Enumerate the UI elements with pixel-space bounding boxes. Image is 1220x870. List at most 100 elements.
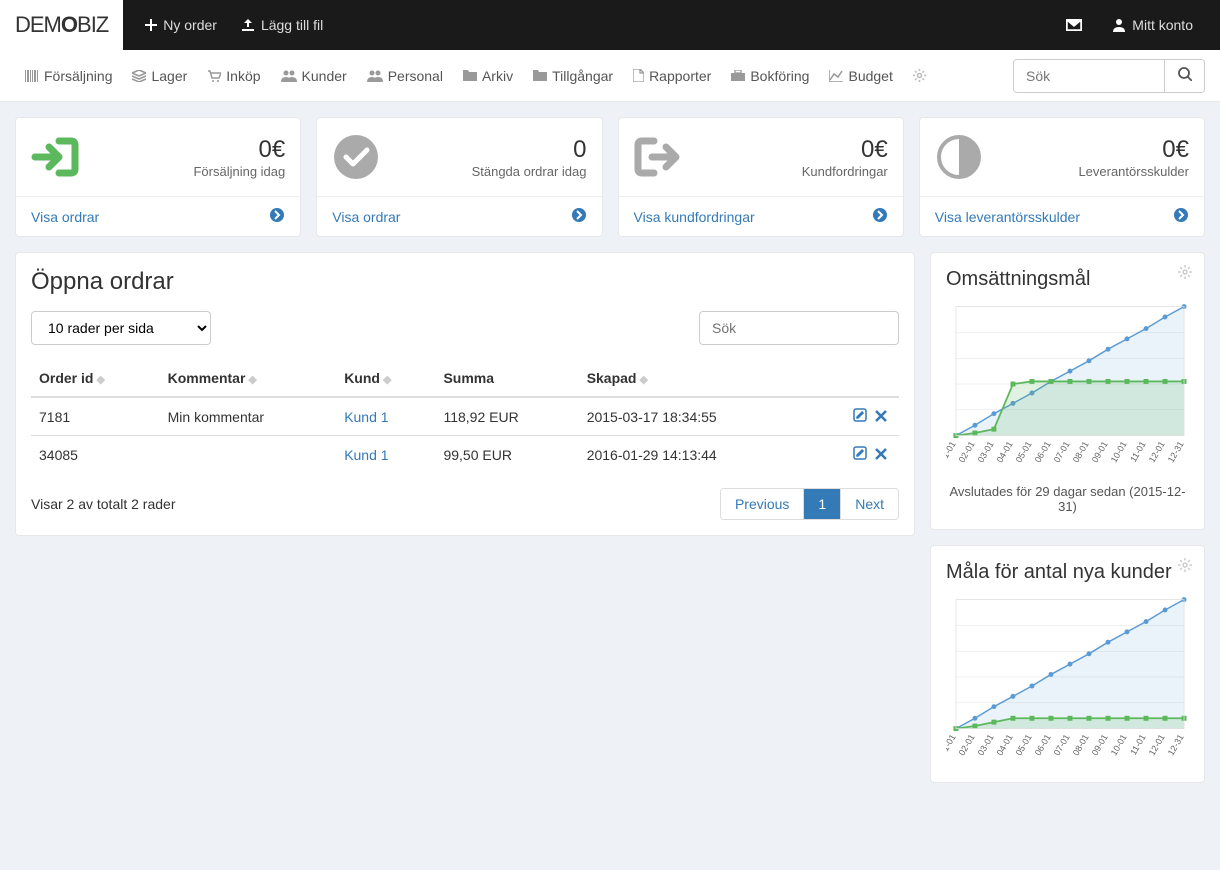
mail-icon-button[interactable] <box>1054 0 1100 50</box>
customer-link[interactable]: Kund 1 <box>344 447 388 463</box>
stat-value: 0€ <box>79 136 285 164</box>
chart1-title: Omsättningsmål <box>946 268 1189 291</box>
navbar: Försäljning Lager Inköp Kunder Personal … <box>0 50 1220 102</box>
user-icon <box>1112 18 1126 32</box>
delete-button[interactable] <box>875 409 887 425</box>
rows-per-page-select[interactable]: 10 rader per sida <box>31 311 211 345</box>
orders-footer-text: Visar 2 av totalt 2 rader <box>31 496 175 512</box>
pagination-next[interactable]: Next <box>840 489 898 519</box>
nav-search <box>1013 59 1205 93</box>
svg-text:09-01: 09-01 <box>1090 439 1110 464</box>
search-icon <box>1178 67 1192 81</box>
nav-inkop[interactable]: Inköp <box>197 50 270 102</box>
arrow-right-icon[interactable] <box>1173 207 1189 226</box>
svg-text:04-01: 04-01 <box>995 732 1015 757</box>
svg-text:01-01: 01-01 <box>946 732 958 757</box>
edit-button[interactable] <box>853 409 867 425</box>
sort-icon: ◆ <box>248 374 256 386</box>
envelope-icon <box>1066 19 1082 31</box>
edit-button[interactable] <box>853 447 867 463</box>
nav-kunder[interactable]: Kunder <box>271 50 357 102</box>
panel-settings-button[interactable] <box>1178 558 1192 575</box>
cell-order-id: 34085 <box>31 436 160 474</box>
svg-text:02-01: 02-01 <box>957 732 977 757</box>
svg-text:08-01: 08-01 <box>1071 439 1091 464</box>
stat-label: Kundfordringar <box>682 164 888 179</box>
nav-search-button[interactable] <box>1164 60 1204 92</box>
table-header[interactable]: Kommentar◆ <box>160 360 337 397</box>
arrow-right-icon[interactable] <box>269 207 285 226</box>
nav-rapporter[interactable]: Rapporter <box>623 50 721 102</box>
new-order-button[interactable]: Ny order <box>133 0 229 50</box>
svg-text:02-01: 02-01 <box>957 439 977 464</box>
table-header[interactable]: Order id◆ <box>31 360 160 397</box>
half-icon <box>935 133 983 181</box>
nav-settings[interactable] <box>903 50 941 102</box>
customers-chart: 01-0102-0103-0104-0105-0106-0107-0108-01… <box>946 594 1189 764</box>
orders-search-input[interactable] <box>699 311 899 345</box>
nav-arkiv[interactable]: Arkiv <box>453 50 523 102</box>
login-icon <box>31 133 79 181</box>
panel-settings-button[interactable] <box>1178 265 1192 282</box>
arrow-right-icon[interactable] <box>571 207 587 226</box>
cart-icon <box>207 70 221 82</box>
gear-icon <box>1178 265 1192 279</box>
out-icon <box>634 133 682 181</box>
svg-text:04-01: 04-01 <box>995 439 1015 464</box>
new-customers-goal-panel: Måla för antal nya kunder 01-0102-0103-0… <box>930 545 1205 783</box>
table-header[interactable]: Summa <box>435 360 578 397</box>
table-row: 34085Kund 199,50 EUR2016-01-29 14:13:44 <box>31 436 899 474</box>
stat-link[interactable]: Visa ordrar <box>31 209 99 225</box>
svg-text:11-01: 11-01 <box>1128 439 1148 463</box>
nav-search-input[interactable] <box>1014 60 1164 92</box>
plus-icon <box>145 19 157 31</box>
cell-comment: Min kommentar <box>160 397 337 436</box>
stat-cards-row: 0€Försäljning idagVisa ordrar0Stängda or… <box>15 117 1205 237</box>
nav-tillgangar[interactable]: Tillgångar <box>523 50 623 102</box>
svg-text:10-01: 10-01 <box>1109 732 1129 757</box>
stat-link[interactable]: Visa ordrar <box>332 209 400 225</box>
turnover-chart: 01-0102-0103-0104-0105-0106-0107-0108-01… <box>946 301 1189 471</box>
svg-text:05-01: 05-01 <box>1014 439 1034 464</box>
stat-label: Försäljning idag <box>79 164 285 179</box>
layers-icon <box>132 70 146 82</box>
svg-text:10-01: 10-01 <box>1109 439 1129 464</box>
chart-icon <box>829 70 843 82</box>
turnover-goal-panel: Omsättningsmål 01-0102-0103-0104-0105-01… <box>930 252 1205 530</box>
svg-text:11-01: 11-01 <box>1128 732 1148 756</box>
open-orders-title: Öppna ordrar <box>31 268 899 296</box>
sort-icon: ◆ <box>383 374 391 386</box>
sort-icon: ◆ <box>640 374 648 386</box>
nav-lager[interactable]: Lager <box>122 50 197 102</box>
cell-customer: Kund 1 <box>336 397 435 436</box>
nav-budget[interactable]: Budget <box>819 50 902 102</box>
folder-icon <box>533 70 547 81</box>
stat-link[interactable]: Visa kundfordringar <box>634 209 755 225</box>
pagination-page-1[interactable]: 1 <box>803 489 840 519</box>
nav-bokforing[interactable]: Bokföring <box>721 50 819 102</box>
sort-icon: ◆ <box>96 374 104 386</box>
customer-link[interactable]: Kund 1 <box>344 409 388 425</box>
briefcase-icon <box>731 70 745 81</box>
svg-text:03-01: 03-01 <box>976 732 996 757</box>
brand-logo[interactable]: DEMOBIZ <box>0 0 123 51</box>
my-account-button[interactable]: Mitt konto <box>1100 0 1205 50</box>
chart1-caption: Avslutades för 29 dagar sedan (2015-12-3… <box>946 484 1189 514</box>
add-file-button[interactable]: Lägg till fil <box>229 0 335 50</box>
nav-personal[interactable]: Personal <box>357 50 453 102</box>
svg-text:12-31: 12-31 <box>1166 732 1186 757</box>
stat-link[interactable]: Visa leverantörsskulder <box>935 209 1080 225</box>
delete-button[interactable] <box>875 447 887 463</box>
stat-label: Stängda ordrar idag <box>380 164 586 179</box>
gear-icon <box>1178 558 1192 572</box>
table-header[interactable]: Skapad◆ <box>579 360 808 397</box>
check-icon <box>332 133 380 181</box>
nav-forsaljning[interactable]: Försäljning <box>15 50 122 102</box>
svg-text:09-01: 09-01 <box>1090 732 1110 757</box>
arrow-right-icon[interactable] <box>872 207 888 226</box>
topbar: DEMOBIZ Ny order Lägg till fil Mitt kont… <box>0 0 1220 50</box>
stat-label: Leverantörsskulder <box>983 164 1189 179</box>
pagination-prev[interactable]: Previous <box>721 489 803 519</box>
table-header[interactable]: Kund◆ <box>336 360 435 397</box>
upload-icon <box>241 18 255 32</box>
